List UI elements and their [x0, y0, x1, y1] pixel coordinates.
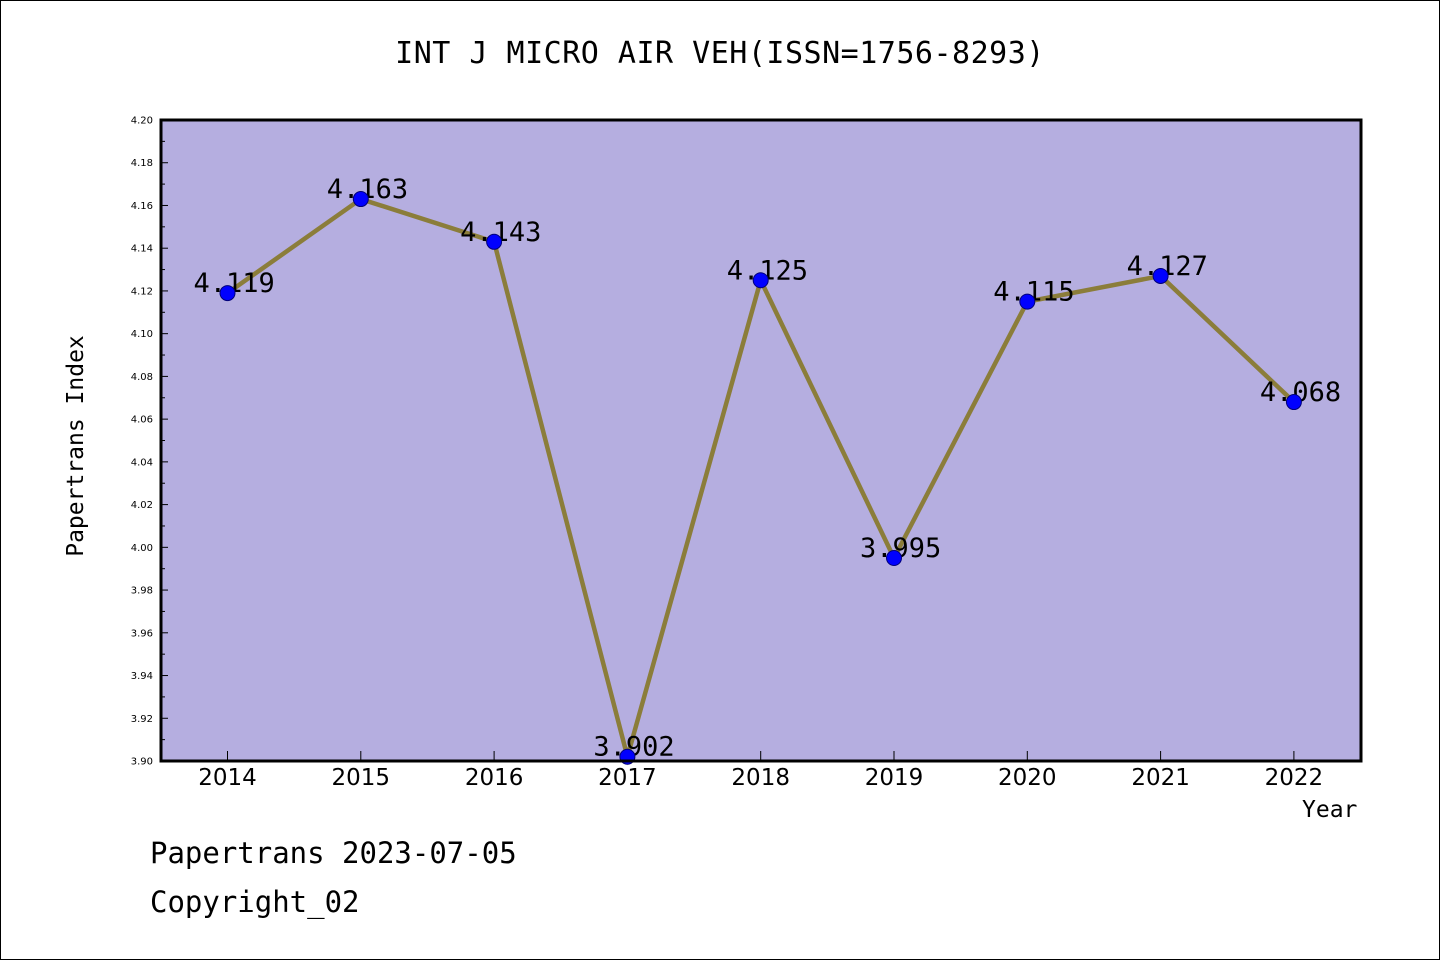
x-tick-label: 2020 — [998, 765, 1057, 791]
y-tick-label: 4.12 — [131, 286, 153, 297]
data-point — [486, 233, 503, 250]
y-tick-label: 4.18 — [131, 158, 153, 169]
x-tick-label: 2017 — [598, 765, 657, 791]
y-tick-label: 3.96 — [131, 628, 153, 639]
y-tick-label: 4.06 — [131, 415, 153, 426]
chart-title: INT J MICRO AIR VEH(ISSN=1756-8293) — [395, 36, 1045, 71]
x-tick-label: 2016 — [465, 765, 524, 791]
y-tick-label: 4.20 — [131, 116, 153, 127]
y-tick-label: 3.94 — [131, 671, 153, 682]
y-tick-label: 4.10 — [131, 329, 153, 340]
y-tick-label: 4.00 — [131, 543, 153, 554]
y-tick-label: 4.02 — [131, 500, 153, 511]
data-point — [1285, 394, 1302, 411]
y-tick-label: 4.14 — [131, 244, 153, 255]
data-point — [1152, 267, 1169, 284]
data-point — [752, 272, 769, 289]
data-point — [886, 550, 902, 567]
y-tick-label: 4.04 — [131, 457, 153, 468]
x-axis-label: Year — [1302, 797, 1358, 823]
x-tick-label: 2021 — [1131, 765, 1190, 791]
y-tick-label: 3.98 — [131, 586, 153, 597]
y-tick-label: 4.08 — [131, 372, 153, 383]
y-tick-label: 3.92 — [131, 714, 153, 725]
x-tick-label: 2022 — [1265, 765, 1324, 791]
x-tick-label: 2015 — [332, 765, 391, 791]
data-point — [1019, 293, 1036, 310]
y-tick-label: 4.16 — [131, 201, 153, 212]
plot-area — [161, 120, 1361, 761]
x-tick-label: 2018 — [731, 765, 790, 791]
x-tick-label: 2014 — [198, 765, 257, 791]
footer-copyright: Copyright_02 — [150, 885, 360, 919]
data-point — [219, 285, 236, 302]
data-point — [352, 191, 369, 208]
footer-date: Papertrans 2023-07-05 — [150, 836, 517, 870]
plot-border — [159, 118, 1363, 763]
y-tick-label: 3.90 — [131, 757, 153, 768]
x-tick-label: 2019 — [865, 765, 924, 791]
